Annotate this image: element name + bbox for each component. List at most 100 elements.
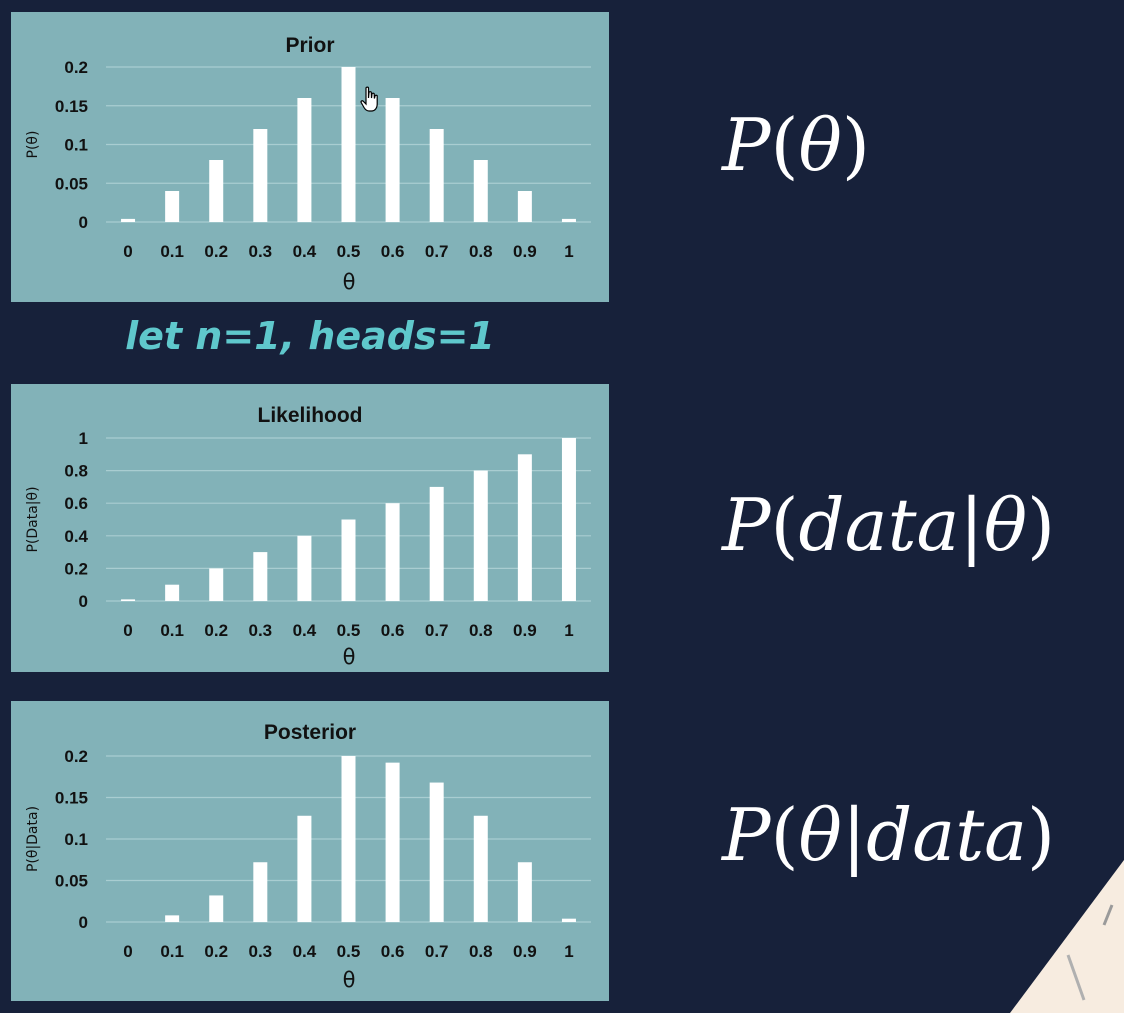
prior-chart: 0 0.05 0.1 0.15 0.2 0 0.1 0.2 0.3 0.4 0.5 0.6 0.7 0.8… [25,34,591,294]
bar [385,762,400,922]
y-tick-label: 0 [79,913,88,932]
formula-part: P [722,103,771,187]
y-tick-label: 0.15 [55,97,88,116]
x-tick-label: 1 [564,621,573,640]
bar [341,67,356,222]
bar [341,519,356,601]
formula-part: | [959,483,984,567]
y-axis-label: P(θ|Data) [25,806,41,872]
y-tick-label: 0.1 [64,136,88,155]
x-tick-label: 0.3 [248,242,272,261]
y-axis-label: P(θ) [25,131,41,159]
bar [473,815,488,922]
formula-part: data [866,793,1028,877]
bar [341,756,356,922]
formula-part: ( [770,483,799,567]
x-tick-label: 0.9 [513,242,537,261]
bar [429,782,444,922]
formula-part: ) [1027,483,1056,567]
x-tick-label: 0.5 [337,242,361,261]
formula-part: ) [1027,793,1056,877]
y-tick-label: 0.05 [55,174,88,193]
formula-part: | [841,793,867,877]
bar [253,862,268,922]
x-tick-label: 0.1 [160,942,184,961]
bar [561,218,576,222]
bar [209,568,224,601]
x-tick-label: 0.8 [469,621,493,640]
prior-formula: P(θ) [722,100,870,190]
y-tick-label: 0 [79,213,88,232]
y-tick-label: 0.6 [64,494,88,513]
data-caption: let n=1, heads=1 [125,314,495,358]
prior-chart-panel: 0 0.05 0.1 0.15 0.2 0 0.1 0.2 0.3 0.4 0.5 0.6 0.7 0.8… [11,12,609,302]
formula-part: ( [770,103,799,187]
x-tick-label: 0.3 [248,942,272,961]
formula-part: P [722,483,771,567]
bar [297,535,312,601]
bar [517,862,532,922]
bar [209,160,224,222]
x-tick-label: 0.7 [425,621,449,640]
x-tick-label: 0.9 [513,621,537,640]
posterior-chart: 0 0.05 0.1 0.15 0.2 0 0.1 0.2 0.3 0.4 0.5 0.6 0.7 0.8… [25,721,591,992]
likelihood-formula: P(data|θ) [722,480,1055,570]
y-tick-label: 0.2 [64,58,88,77]
y-tick-label: 0.8 [64,462,88,481]
x-axis-label: θ [343,270,356,294]
bar [165,584,180,601]
x-tick-label: 0.7 [425,942,449,961]
bar [121,218,136,222]
x-tick-label: 0.4 [293,621,317,640]
bar [165,915,180,922]
bar [385,98,400,222]
bar [385,503,400,601]
x-tick-label: 0.4 [293,942,317,961]
x-tick-label: 0.2 [204,942,228,961]
formula-part: ( [770,793,799,877]
likelihood-chart: 0 0.2 0.4 0.6 0.8 1 0 0.1 0.2 0.3 0.4 0.5 0.6 0.7 0.8 0… [25,404,591,669]
x-tick-label: 0 [123,942,132,961]
formula-part: θ [798,103,842,187]
bar [429,486,444,601]
x-tick-label: 0.6 [381,942,405,961]
bar [165,191,180,222]
y-tick-label: 1 [79,429,88,448]
bar [473,160,488,222]
x-tick-label: 0.7 [425,242,449,261]
hand-cursor-icon [360,86,378,112]
y-tick-label: 0.05 [55,872,88,891]
bar [209,895,224,922]
x-tick-label: 0.1 [160,242,184,261]
x-tick-label: 0.8 [469,242,493,261]
x-tick-label: 0.2 [204,621,228,640]
y-axis-label: P(Data|θ) [25,486,41,552]
x-tick-label: 0.9 [513,942,537,961]
bar [297,815,312,922]
y-tick-label: 0.2 [64,747,88,766]
formula-part: θ [798,793,842,877]
x-tick-label: 0.6 [381,621,405,640]
x-tick-label: 0.4 [293,242,317,261]
chart-title: Prior [285,34,334,57]
x-tick-label: 1 [564,242,573,261]
x-tick-label: 0.6 [381,242,405,261]
y-tick-label: 0.15 [55,789,88,808]
bar [561,438,576,601]
bar [473,470,488,601]
y-tick-label: 0 [79,592,88,611]
x-tick-label: 0.5 [337,942,361,961]
bar [121,599,136,601]
formula-part: P [722,793,771,877]
x-tick-label: 0.5 [337,621,361,640]
x-axis-label: θ [343,968,356,992]
x-tick-label: 0 [123,242,132,261]
x-tick-label: 1 [564,942,573,961]
x-tick-label: 0.2 [204,242,228,261]
formula-part: data [798,483,960,567]
bar [253,552,268,601]
chart-title: Likelihood [258,404,363,427]
x-tick-label: 0 [123,621,132,640]
bar [561,918,576,922]
chart-title: Posterior [264,721,356,744]
